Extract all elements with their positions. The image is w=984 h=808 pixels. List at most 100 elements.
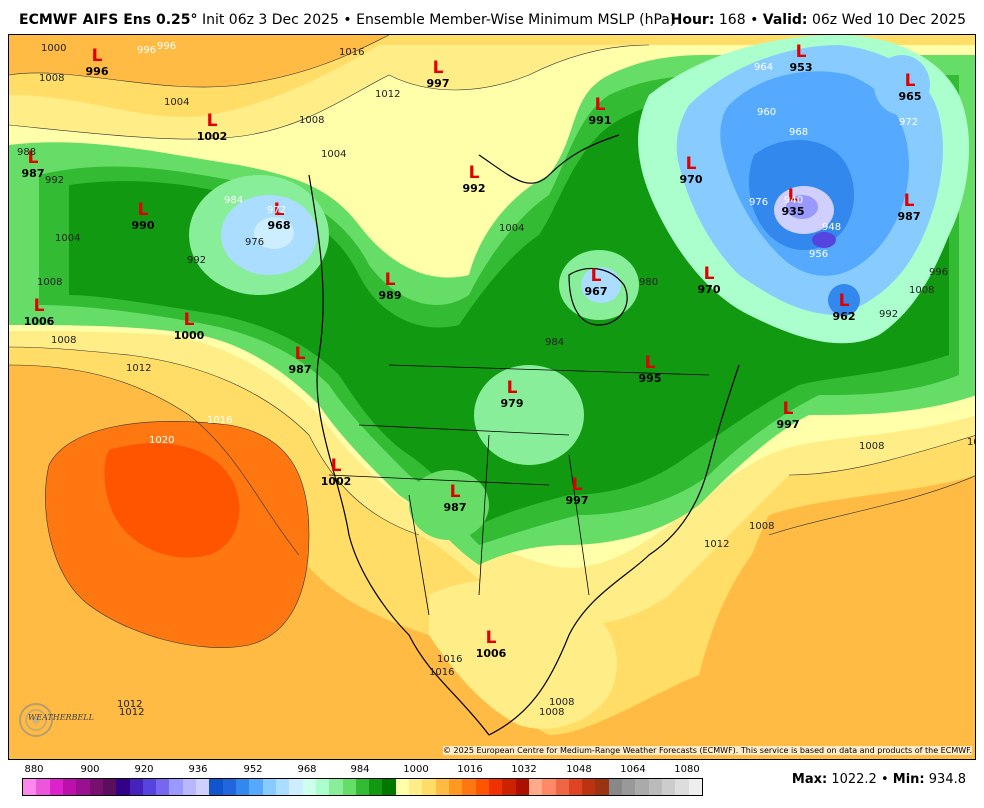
isobar-label: 1016: [967, 437, 976, 448]
colorbar-swatch: [382, 779, 396, 795]
low-pressure-value: 1002: [197, 130, 228, 143]
colorbar-tick-label: 1064: [620, 764, 646, 775]
low-pressure-value: 1006: [476, 647, 507, 660]
low-pressure-value: 967: [585, 285, 608, 298]
isobar-label: 1008: [39, 73, 64, 84]
low-symbol: L: [34, 296, 45, 316]
colorbar-swatch: [662, 779, 676, 795]
colorbar-swatch: [102, 779, 117, 795]
isobar-label: 1004: [499, 223, 524, 234]
low-symbol: L: [450, 482, 461, 502]
model-name: ECMWF AIFS Ens 0.25°: [19, 12, 198, 28]
colorbar-ticks: 880 900 920 936 952 968 984 1000 1016 1032 1048 106…: [22, 764, 712, 778]
init-time: Init 06z 3 Dec 2025: [201, 12, 339, 28]
isobar-label: 1000: [41, 43, 66, 54]
isobar-label: 1008: [549, 697, 574, 708]
isobar-label: 1016: [339, 47, 364, 58]
colorbar-swatch: [555, 779, 569, 795]
colorbar-tick-label: 920: [134, 764, 154, 775]
fill-972-hudson: [581, 267, 621, 303]
isobar-label: 1008: [909, 285, 934, 296]
colorbar-swatch: [182, 779, 197, 795]
title-separator: •: [343, 12, 352, 28]
low-pressure-value: 997: [777, 418, 800, 431]
colorbar: [22, 778, 703, 796]
colorbar-swatch: [342, 779, 356, 795]
colorbar-swatch: [635, 779, 649, 795]
isobar-label: 1008: [859, 441, 884, 452]
low-pressure-value: 1000: [174, 329, 205, 342]
low-symbol: L: [507, 378, 518, 398]
max-min-stats: Max: 1022.2 • Min: 934.8: [792, 772, 966, 787]
colorbar-swatch: [409, 779, 423, 795]
isobar-label: 940: [784, 195, 803, 206]
colorbar-swatch: [475, 779, 489, 795]
colorbar-swatch: [449, 779, 463, 795]
colorbar-swatch: [462, 779, 476, 795]
low-symbol: L: [469, 163, 480, 183]
isobar-label: 948: [822, 222, 841, 233]
colorbar-tick-label: 936: [188, 764, 208, 775]
isobar-label: 1008: [539, 707, 564, 718]
max-value: 1022.2: [831, 772, 877, 787]
isobar-label: 968: [789, 127, 808, 138]
colorbar-swatch: [275, 779, 290, 795]
low-symbol: L: [591, 266, 602, 286]
low-symbol: L: [839, 291, 850, 311]
colorbar-swatch: [36, 779, 50, 795]
colorbar-swatch: [622, 779, 636, 795]
low-symbol: L: [486, 628, 497, 648]
low-symbol: L: [595, 95, 606, 115]
mslp-map[interactable]: L 996 L 997 L 1002 L 987 L 990 L 968 L 1006 L 1000 L 987 L…: [8, 34, 976, 760]
isobar-label: 992: [879, 309, 898, 320]
valid-value: 06z Wed 10 Dec 2025: [811, 12, 966, 28]
low-pressure-value: 997: [566, 494, 589, 507]
max-label: Max:: [791, 772, 828, 787]
isobar-label: 972: [267, 205, 286, 216]
low-pressure-value: 991: [589, 114, 612, 127]
colorbar-swatch: [302, 779, 316, 795]
colorbar-tick-label: 880: [24, 764, 44, 775]
hour-value: 168: [718, 12, 746, 28]
low-symbol: L: [572, 475, 583, 495]
isobar-label: 1016: [429, 667, 454, 678]
valid-label: Valid:: [762, 12, 808, 28]
isobar-label: 996: [157, 41, 176, 52]
isobar-lines: [9, 35, 975, 648]
fill-965-east: [874, 55, 930, 115]
isobar-label: 996: [137, 45, 156, 56]
colorbar-swatch: [488, 779, 503, 795]
low-symbol: L: [138, 200, 149, 220]
low-symbol: L: [28, 148, 39, 168]
low-symbol: L: [331, 456, 342, 476]
low-symbol: L: [295, 344, 306, 364]
low-pressure-value: 968: [268, 219, 291, 232]
low-symbol: L: [904, 191, 915, 211]
colorbar-swatch: [89, 779, 103, 795]
isobar-label: 956: [809, 249, 828, 260]
min-value: 934.8: [928, 772, 966, 787]
isobar-label: 1008: [37, 277, 62, 288]
colorbar-swatch: [542, 779, 556, 795]
low-pressure-value: 1002: [321, 475, 352, 488]
colorbar-tick-label: 984: [350, 764, 370, 775]
isobar-label: 992: [45, 175, 64, 186]
isobar-label: 1008: [51, 335, 76, 346]
low-symbol: L: [274, 200, 285, 220]
isobar-label: 1012: [117, 699, 142, 710]
colorbar-tick-label: 1080: [674, 764, 700, 775]
